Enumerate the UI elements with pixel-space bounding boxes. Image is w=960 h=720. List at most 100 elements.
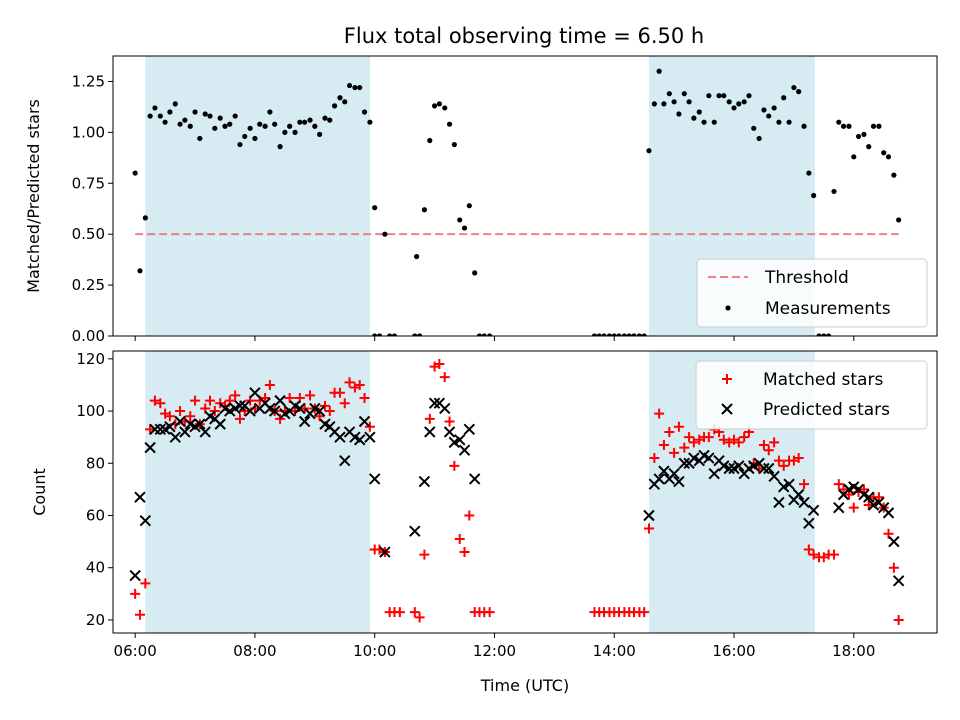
observing-window-band [145, 56, 370, 336]
matched-star-point [305, 390, 316, 401]
measurement-point [651, 101, 657, 107]
measurement-point [691, 115, 697, 121]
x-tick-label: 18:00 [832, 642, 875, 660]
matched-star-point [424, 413, 435, 424]
matched-star-point [639, 607, 650, 618]
measurement-point [611, 333, 617, 336]
measurement-point [327, 117, 333, 123]
predicted-star-point [888, 535, 900, 548]
predicted-star-point [723, 462, 735, 475]
measurement-point [741, 99, 747, 105]
matched-star-point [419, 549, 430, 560]
legend-measurement-swatch [725, 305, 731, 311]
matched-star-point [643, 523, 654, 534]
measurement-point [696, 109, 702, 115]
measurement-point [791, 84, 797, 91]
matched-star-point [778, 460, 789, 471]
matched-star-point [799, 479, 810, 490]
matched-star-point [444, 416, 455, 427]
matched-star-point [484, 607, 495, 618]
measurement-point [387, 333, 393, 336]
matched-star-point [833, 479, 844, 490]
matched-star-point [339, 398, 350, 409]
measurement-point [431, 103, 438, 109]
measurement-point [806, 170, 812, 176]
measurement-point [656, 68, 662, 74]
matched-star-point [664, 426, 675, 437]
matched-star-point [239, 406, 250, 417]
measurement-point [162, 119, 168, 125]
measurement-point [671, 99, 677, 105]
chart-title: Flux total observing time = 6.50 h [344, 24, 704, 48]
predicted-star-point [294, 402, 306, 415]
measurement-point [436, 101, 442, 107]
predicted-star-point [439, 402, 451, 415]
legend-box [696, 258, 928, 328]
measurement-point [367, 119, 373, 125]
matched-star-point [299, 403, 310, 414]
matched-star-point [808, 549, 819, 560]
predicted-star-point [139, 515, 152, 527]
predicted-star-point [668, 468, 680, 480]
matched-star-point [449, 460, 460, 471]
predicted-star-point [892, 575, 905, 587]
measurement-point [846, 123, 852, 129]
measurement-point [766, 113, 772, 119]
measurement-point [352, 84, 358, 91]
y-tick-label: 100 [76, 402, 105, 420]
predicted-star-point [458, 444, 471, 456]
y-tick-label: 0.00 [72, 327, 105, 345]
matched-star-point [688, 437, 699, 448]
matched-star-point [155, 398, 166, 409]
matched-star-point [434, 359, 445, 370]
matched-star-point [234, 413, 245, 424]
matched-star-point [230, 390, 241, 401]
measurement-point [801, 123, 807, 129]
matched-star-point [439, 372, 450, 383]
measurement-point [417, 333, 423, 336]
count-panel: 20 40 60 80 100 120 06:00 08:00 10:00 12:00 14:00 1… [30, 350, 938, 695]
predicted-star-point [334, 431, 346, 443]
measurement-point [187, 123, 193, 129]
measurement-point [661, 101, 667, 107]
x-tick-label: 12:00 [473, 642, 516, 660]
matched-star-point [649, 453, 660, 464]
predicted-star-point [833, 501, 845, 514]
x-tick-label: 14:00 [593, 642, 636, 660]
measurement-point [866, 144, 872, 150]
y-tick-label: 1.25 [72, 72, 105, 90]
predicted-star-point [313, 405, 326, 417]
predicted-star-point [174, 415, 186, 428]
measurement-point [676, 111, 682, 117]
predicted-star-point [468, 473, 481, 485]
measurement-point [726, 99, 732, 105]
predicted-star-point [144, 441, 156, 454]
predicted-star-point [768, 470, 780, 483]
matched-star-point [863, 500, 874, 511]
predicted-star-point [792, 488, 805, 501]
measurement-point [881, 150, 887, 156]
measurement-point [172, 101, 178, 107]
measurement-point [182, 117, 188, 123]
matched-star-point [414, 612, 425, 623]
matched-star-point [264, 379, 275, 390]
measurement-point [197, 135, 203, 142]
measurement-point [616, 333, 622, 336]
matched-star-point [145, 424, 156, 435]
measurement-point [476, 333, 483, 336]
measurement-point [287, 123, 293, 129]
measurement-point [202, 111, 208, 117]
measurement-point [316, 131, 323, 137]
predicted-star-point [199, 426, 211, 438]
measurement-point [716, 93, 722, 99]
measurement-point [851, 154, 857, 160]
measurement-point [466, 203, 472, 209]
measurement-point [781, 95, 787, 101]
predicted-star-point [358, 415, 371, 428]
measurement-point [756, 135, 762, 142]
measurement-point [701, 119, 707, 125]
measurement-point [217, 115, 223, 121]
measurement-point [487, 333, 493, 336]
measurement-point [272, 121, 278, 127]
measurement-point [207, 113, 213, 119]
